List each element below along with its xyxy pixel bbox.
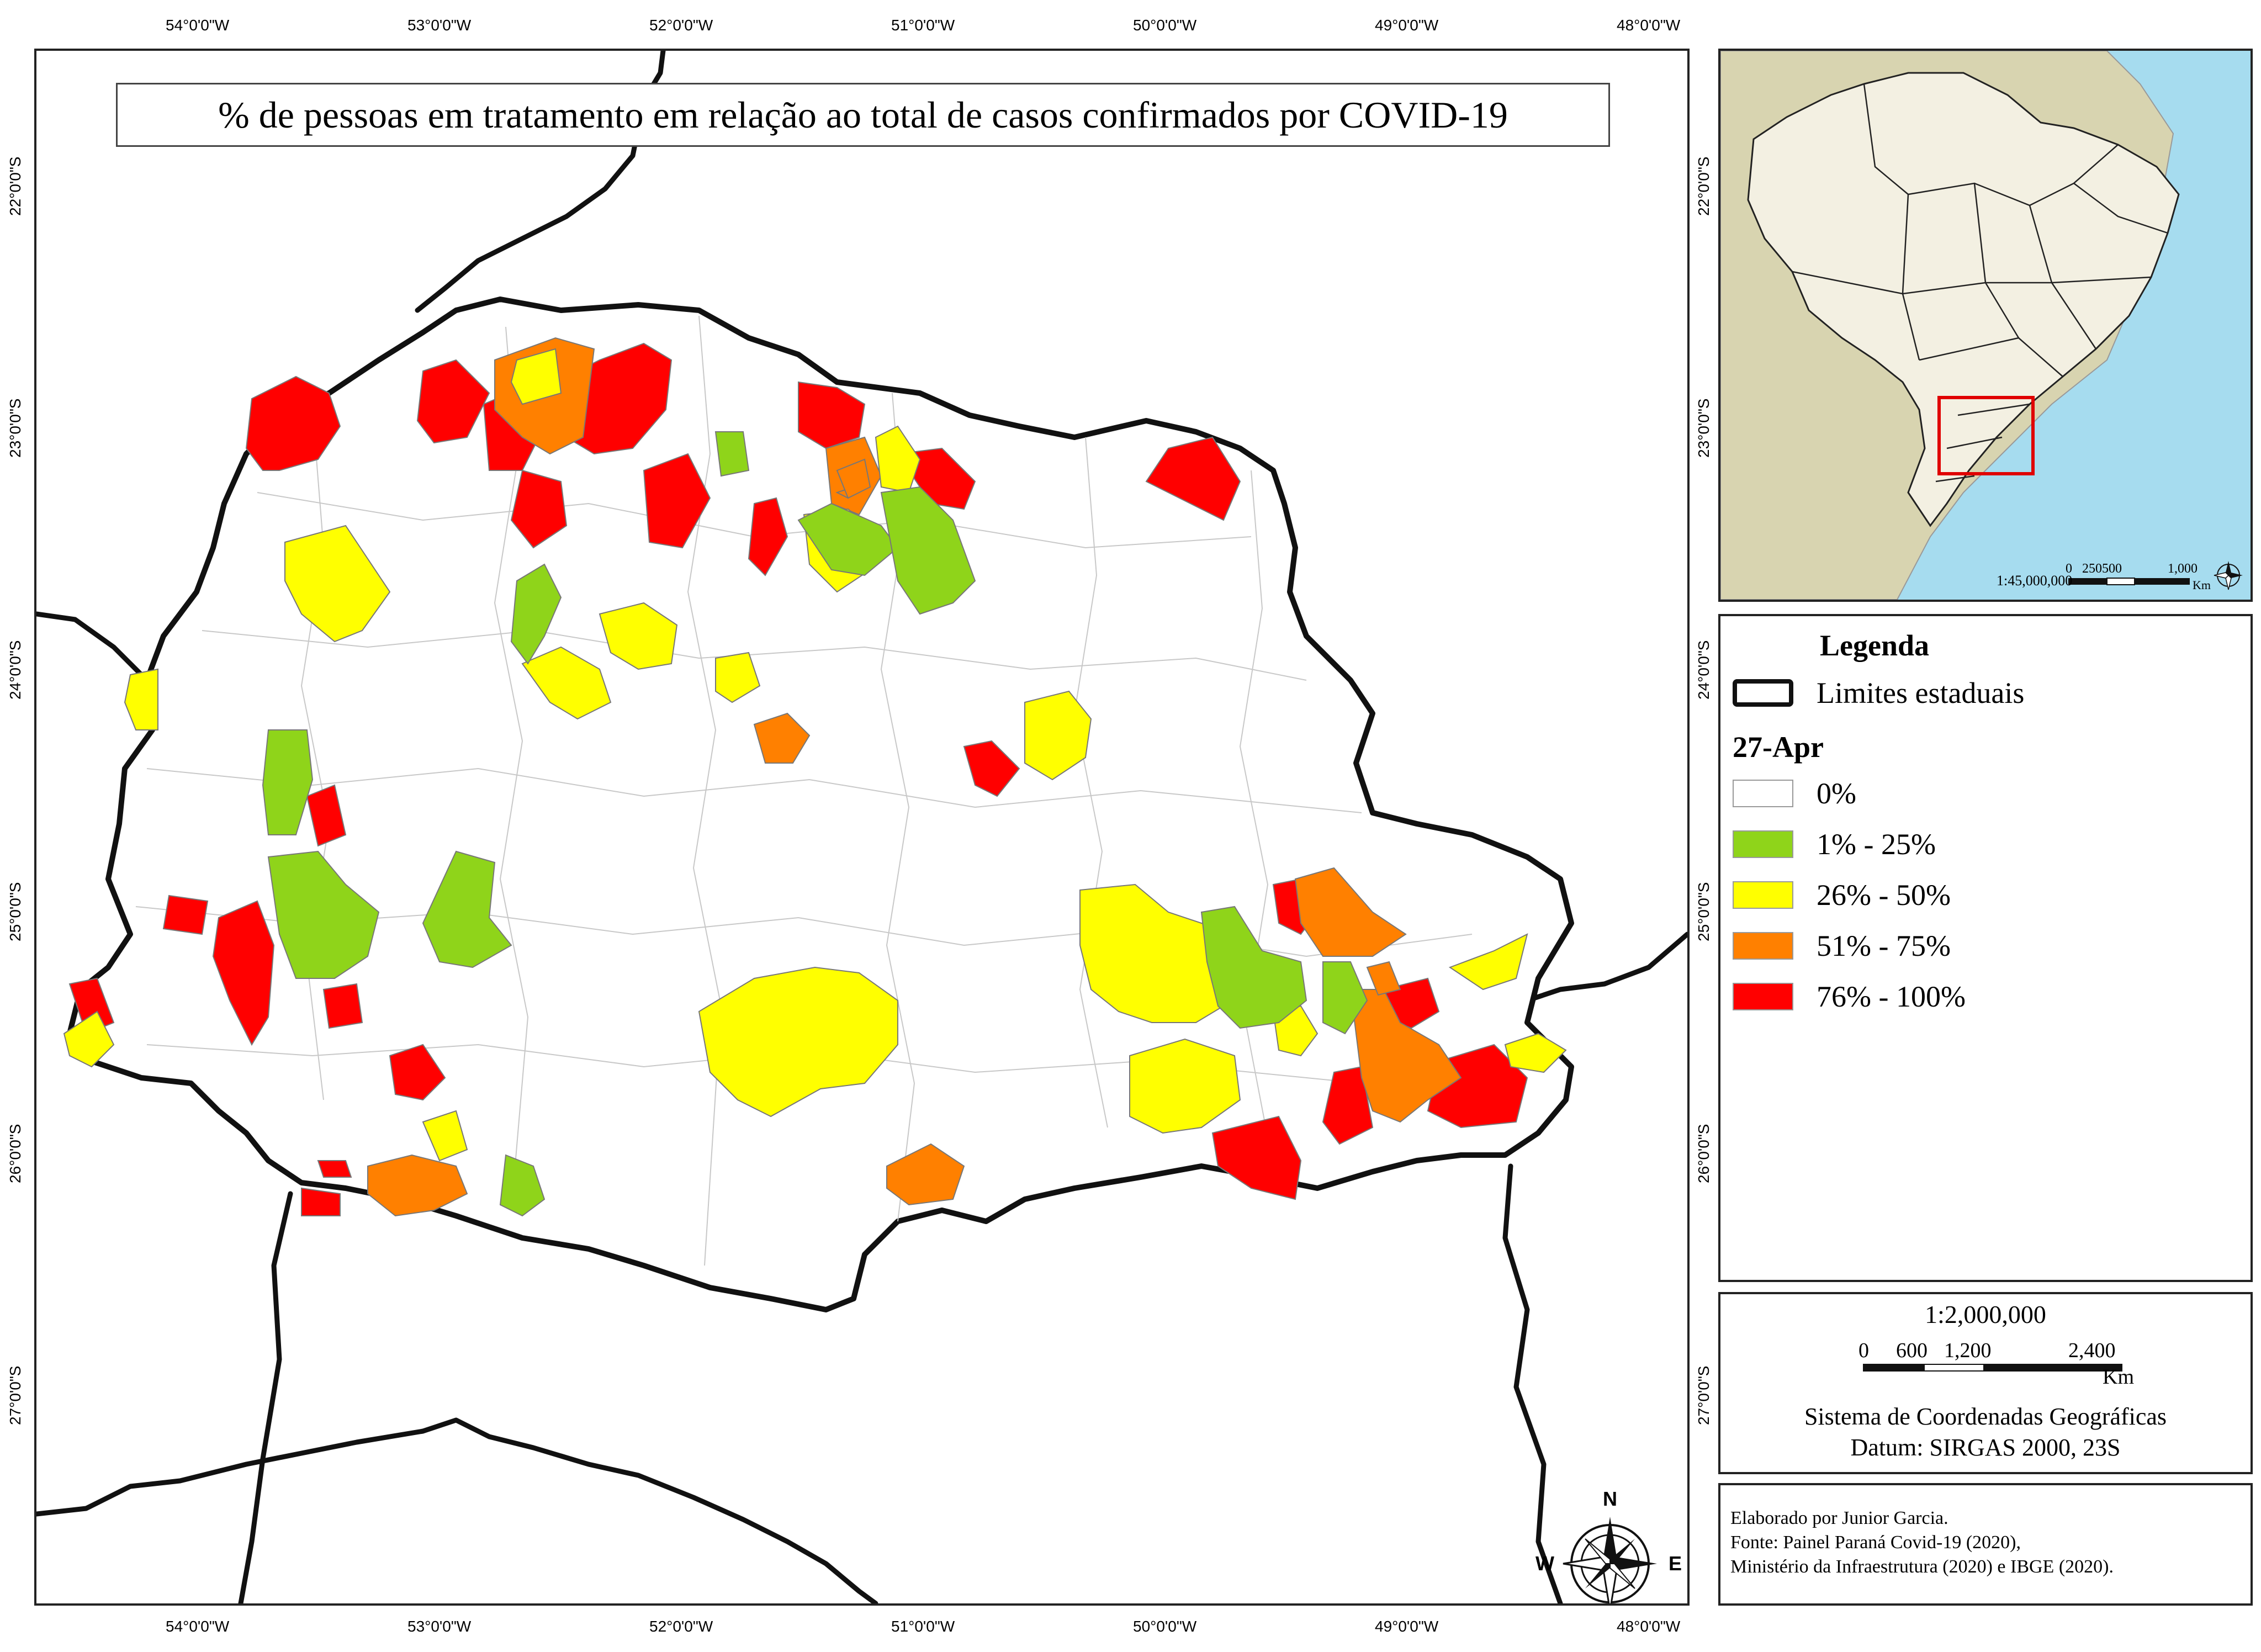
legend-swatch-4 — [1733, 983, 1793, 1010]
legend-label-0: 0% — [1817, 777, 1856, 810]
scale-tick-1: 600 — [1896, 1339, 1928, 1362]
lon-label-53: 53°0'0"W — [407, 17, 472, 34]
inset-scale-tick-2: 1,000 — [2168, 562, 2198, 576]
legend-label-3: 51% - 75% — [1817, 929, 1951, 962]
compass-e: E — [1669, 1552, 1682, 1575]
credits-source-2: Ministério da Infraestrutura (2020) e IB… — [1730, 1556, 2114, 1577]
brazil-state-lines — [1792, 83, 2168, 483]
lat-label-24: 24°0'0"S — [7, 640, 24, 700]
map-title: % de pessoas em tratamento em relação ao… — [116, 83, 1610, 147]
lon-label-54: 54°0'0"W — [166, 17, 230, 34]
lat-label-22: 22°0'0"S — [7, 156, 24, 216]
compass-n: N — [1603, 1487, 1617, 1510]
lat-label-25-right: 25°0'0"S — [1695, 882, 1712, 941]
legend-class-0: 0% — [1733, 776, 1856, 811]
inset-map-svg: 1:45,000,000 0 250500 1,000 Km — [1720, 51, 2251, 600]
legend-date: 27-Apr — [1733, 730, 1824, 764]
lat-label-27: 27°0'0"S — [7, 1365, 24, 1425]
lon-label-51: 51°0'0"W — [891, 17, 955, 34]
lon-label-51-bottom: 51°0'0"W — [891, 1618, 955, 1635]
legend-swatch-2 — [1733, 881, 1793, 909]
lon-label-53-bottom: 53°0'0"W — [407, 1618, 472, 1635]
municipalities-green — [262, 431, 1368, 1217]
lat-label-26-right: 26°0'0"S — [1695, 1124, 1712, 1183]
lat-label-22-right: 22°0'0"S — [1695, 156, 1712, 216]
inset-scale-bar — [2068, 578, 2190, 585]
credits-panel: Elaborado por Junior Garcia. Fonte: Pain… — [1718, 1483, 2253, 1606]
legend-class-2: 26% - 50% — [1733, 878, 1951, 912]
scale-ratio: 1:2,000,000 — [1925, 1300, 2046, 1328]
legend-swatch-3 — [1733, 932, 1793, 960]
lon-label-52-bottom: 52°0'0"W — [649, 1618, 713, 1635]
lon-label-49-bottom: 49°0'0"W — [1375, 1618, 1439, 1635]
legend-panel: Legenda Limites estaduais 27-Apr 0% 1% -… — [1718, 614, 2253, 1282]
lat-label-25: 25°0'0"S — [7, 882, 24, 941]
lat-label-23: 23°0'0"S — [7, 398, 24, 458]
legend-label-4: 76% - 100% — [1817, 980, 1966, 1013]
inset-scale-tick-0: 0 — [2066, 562, 2072, 576]
lat-label-23-right: 23°0'0"S — [1695, 398, 1712, 458]
credits-author: Elaborado por Junior Garcia. — [1730, 1508, 1948, 1528]
legend-heading: Legenda — [1820, 629, 1930, 662]
legend-swatch-0 — [1733, 780, 1793, 807]
legend-class-4: 76% - 100% — [1733, 979, 1966, 1014]
legend-class-1: 1% - 25% — [1733, 827, 1936, 861]
legend-swatch-1 — [1733, 830, 1793, 858]
scale-unit: Km — [2103, 1365, 2134, 1389]
compass-rose: N S E W — [1535, 1487, 1682, 1603]
lon-label-52: 52°0'0"W — [649, 17, 713, 34]
crs-line-1: Sistema de Coordenadas Geográficas — [1804, 1403, 2167, 1430]
crs-line-2: Datum: SIRGAS 2000, 23S — [1850, 1434, 2121, 1461]
scale-bar — [1863, 1364, 2139, 1372]
lon-label-49: 49°0'0"W — [1375, 17, 1439, 34]
scale-panel: 1:2,000,000 0 600 1,200 2,400 Km Sistema… — [1718, 1292, 2253, 1474]
lon-label-48-bottom: 48°0'0"W — [1617, 1618, 1681, 1635]
inset-scale-unit: Km — [2193, 578, 2211, 592]
scale-tick-3: 2,400 — [2068, 1339, 2116, 1362]
inset-map: 1:45,000,000 0 250500 1,000 Km — [1718, 49, 2253, 602]
lon-label-50: 50°0'0"W — [1133, 17, 1197, 34]
lat-label-26: 26°0'0"S — [7, 1124, 24, 1183]
legend-state-limits: Limites estaduais — [1733, 676, 2024, 710]
scale-tick-0: 0 — [1858, 1339, 1869, 1362]
lat-label-24-right: 24°0'0"S — [1695, 640, 1712, 700]
lon-label-54-bottom: 54°0'0"W — [166, 1618, 230, 1635]
inset-compass — [2214, 561, 2243, 590]
study-area-locator — [1937, 396, 2035, 475]
legend-class-3: 51% - 75% — [1733, 929, 1951, 963]
state-limits-swatch — [1733, 679, 1793, 707]
compass-w: W — [1535, 1552, 1554, 1575]
state-limits-label: Limites estaduais — [1817, 676, 2025, 709]
lon-label-50-bottom: 50°0'0"W — [1133, 1618, 1197, 1635]
lat-label-27-right: 27°0'0"S — [1695, 1365, 1712, 1425]
inset-scale-tick-1: 250500 — [2082, 562, 2122, 576]
legend-label-2: 26% - 50% — [1817, 878, 1951, 912]
main-map: N S E W — [34, 49, 1690, 1606]
lon-label-48: 48°0'0"W — [1617, 17, 1681, 34]
credits-source-1: Fonte: Painel Paraná Covid-19 (2020), — [1730, 1532, 2021, 1553]
inset-scale-ratio: 1:45,000,000 — [1997, 573, 2072, 589]
main-map-svg: N S E W — [36, 51, 1687, 1603]
legend-label-1: 1% - 25% — [1817, 828, 1936, 861]
scale-tick-2: 1,200 — [1944, 1339, 1992, 1362]
